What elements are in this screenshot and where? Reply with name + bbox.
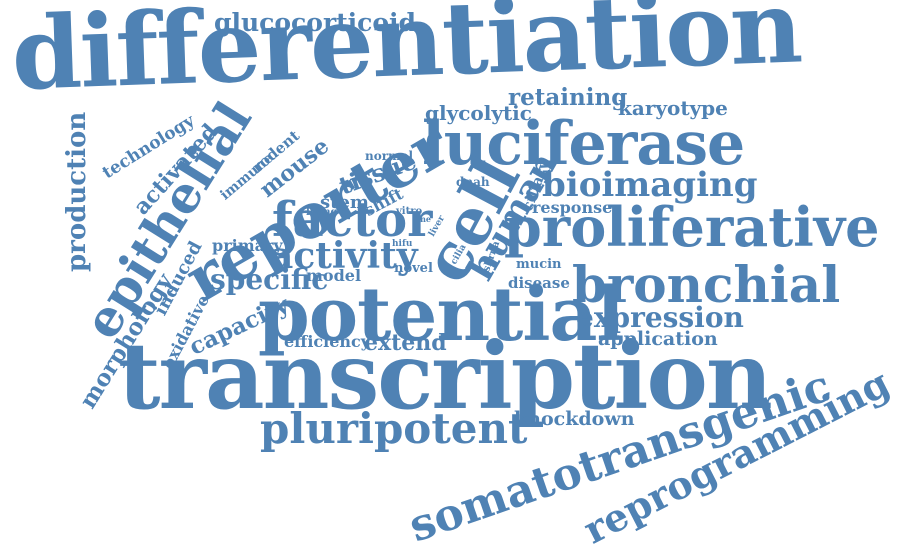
- word-extend: extend: [364, 330, 447, 356]
- word-primary: primary: [212, 236, 283, 255]
- word-bioimaging: bioimaging: [542, 165, 758, 205]
- word-specific: specific: [210, 263, 329, 296]
- word-karyotype: karyotype: [618, 96, 728, 120]
- word-knockdown: knockdown: [514, 408, 635, 430]
- word-response: response: [532, 198, 613, 217]
- word-mucin: mucin: [516, 257, 562, 272]
- word-bronchial: bronchial: [572, 255, 841, 314]
- word-line: line: [414, 214, 431, 224]
- word-activity: activity: [270, 235, 418, 277]
- word-vitro: vitro: [396, 206, 423, 217]
- word-disease: disease: [508, 274, 570, 292]
- word-application: application: [598, 328, 718, 350]
- word-proliferative: proliferative: [504, 195, 880, 259]
- word-living: living: [306, 207, 338, 218]
- word-normal: normal: [365, 149, 414, 163]
- word-dnah: dnah: [456, 175, 490, 189]
- word-production: production: [62, 111, 92, 272]
- word-potential: potential: [258, 272, 625, 358]
- word-novel: novel: [394, 261, 433, 276]
- word-hifu: hifu: [392, 239, 413, 249]
- word-expression: expression: [576, 301, 744, 334]
- word-efficiency: efficiency: [284, 332, 371, 351]
- word-luciferase: luciferase: [422, 109, 745, 179]
- word-transcription: transcription: [118, 322, 773, 430]
- word-factor: factor: [272, 192, 433, 248]
- word-pluripotent: pluripotent: [260, 404, 528, 453]
- word-glucocorticoid: glucocorticoid: [214, 8, 417, 37]
- word-retaining: retaining: [508, 84, 628, 111]
- word-stem: stem: [320, 192, 369, 213]
- word-glycolytic: glycolytic: [425, 101, 532, 125]
- word-model: model: [306, 266, 362, 285]
